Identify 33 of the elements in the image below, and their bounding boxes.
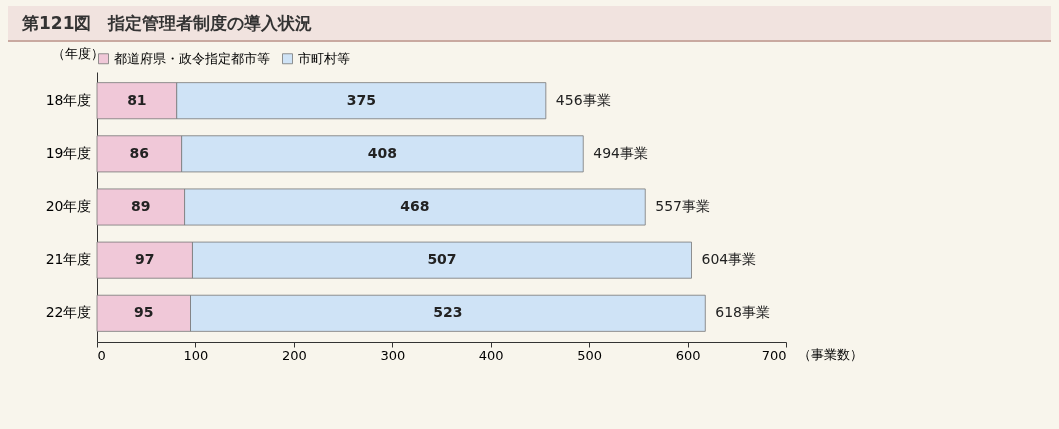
x-tick-label: 400 (478, 347, 504, 363)
x-tick-label: 700 (761, 347, 787, 363)
total-label: 494事業 (593, 144, 648, 161)
data-label: 97 (135, 251, 155, 268)
legend-label: 市町村等 (298, 50, 350, 66)
total-label: 618事業 (715, 304, 771, 321)
data-label: 523 (433, 304, 463, 321)
y-tick-label: 18年度 (45, 91, 92, 108)
y-tick-label: 21年度 (45, 251, 92, 268)
data-label: 408 (367, 144, 398, 161)
x-tick-label: 500 (577, 347, 603, 363)
x-tick-label: 600 (675, 347, 701, 363)
data-label: 86 (129, 144, 150, 161)
y-tick-label: 20年度 (45, 198, 92, 214)
data-label: 468 (400, 198, 430, 214)
total-label: 456事業 (555, 91, 611, 108)
x-axis-title: （事業数） (797, 346, 863, 362)
x-tick-label: 200 (281, 347, 307, 363)
data-label: 81 (127, 91, 147, 108)
y-axis-title: （年度） (51, 45, 104, 61)
data-label: 375 (346, 91, 376, 108)
total-label: 604事業 (701, 251, 757, 268)
y-tick-label: 22年度 (45, 304, 92, 321)
total-label: 557事業 (655, 198, 710, 214)
data-label: 95 (134, 304, 154, 321)
chart-title: 第121図 指定管理者制度の導入状況 (8, 6, 1051, 42)
data-label: 507 (427, 251, 457, 268)
x-tick-label: 0 (97, 347, 106, 363)
x-tick-label: 300 (380, 347, 406, 363)
data-label: 89 (131, 198, 151, 214)
y-tick-label: 19年度 (45, 144, 92, 161)
legend-label: 都道府県・政令指定都市等 (114, 50, 270, 66)
x-tick-label: 100 (183, 347, 209, 363)
